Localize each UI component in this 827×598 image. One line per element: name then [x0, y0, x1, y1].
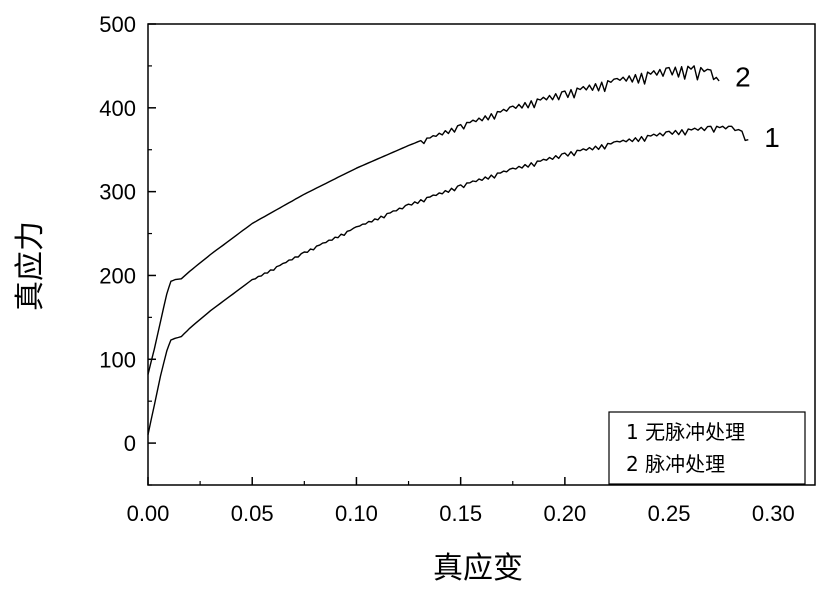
series-line-2 — [148, 66, 719, 375]
y-tick-label: 300 — [99, 180, 136, 205]
x-tick-label: 0.25 — [648, 501, 691, 526]
x-tick-label: 0.05 — [231, 501, 274, 526]
legend-entry-1: 1 无脉冲处理 — [626, 420, 745, 444]
y-tick-label: 0 — [124, 431, 136, 456]
y-tick-label: 100 — [99, 347, 136, 372]
x-axis-title: 真应变 — [433, 551, 523, 586]
y-tick-label: 400 — [99, 96, 136, 121]
curve-label-2: 2 — [735, 62, 751, 93]
series-line-1 — [148, 126, 748, 434]
y-axis-title: 真应力 — [13, 221, 48, 311]
x-tick-label: 0.10 — [335, 501, 378, 526]
series-lines — [148, 66, 748, 435]
curve-label-1: 1 — [764, 122, 780, 153]
x-tick-label: 0.00 — [127, 501, 170, 526]
y-tick-label: 500 — [99, 12, 136, 37]
x-tick-label: 0.30 — [752, 501, 795, 526]
y-tick-label: 200 — [99, 263, 136, 288]
legend: 1 无脉冲处理 2 脉冲处理 — [609, 412, 805, 484]
legend-entry-2: 2 脉冲处理 — [626, 452, 725, 476]
x-tick-label: 0.20 — [543, 501, 586, 526]
curve-labels: 12 — [735, 62, 780, 153]
x-tick-label: 0.15 — [439, 501, 482, 526]
